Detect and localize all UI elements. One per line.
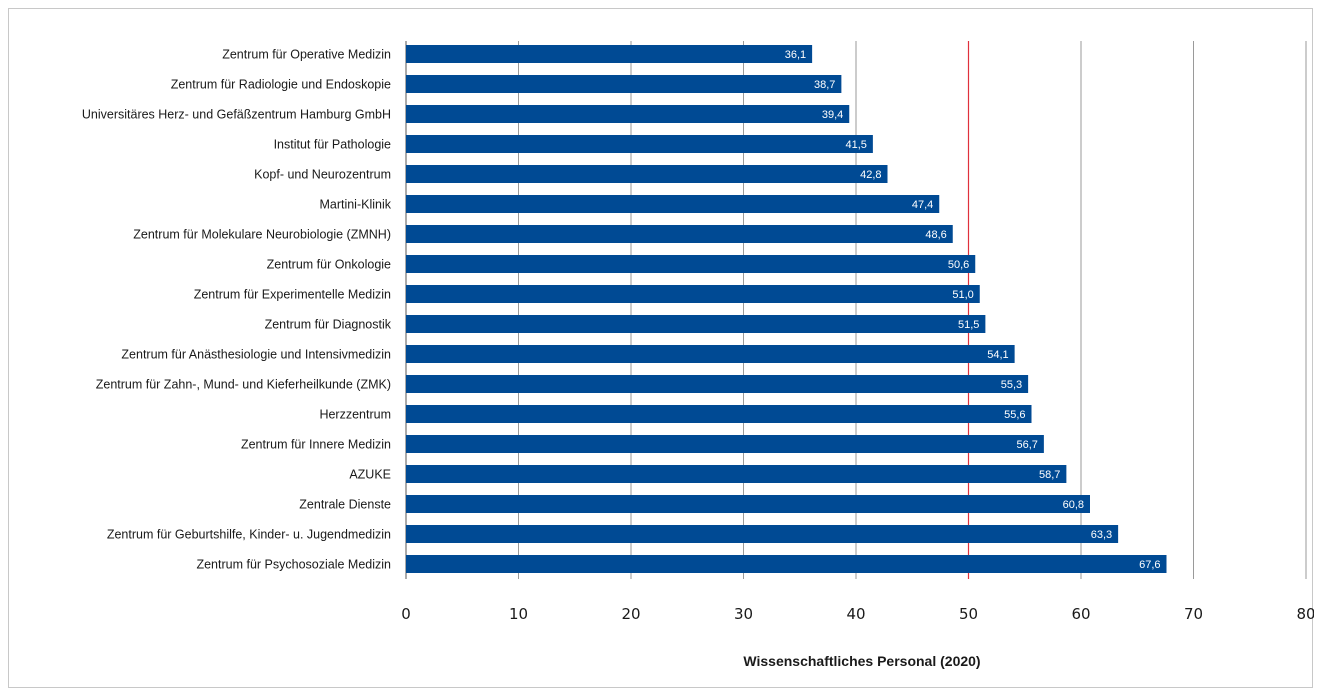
bars [406, 45, 1167, 573]
category-label: Zentrum für Radiologie und Endoskopie [171, 78, 391, 92]
value-label: 39,4 [822, 109, 843, 121]
category-label: Zentrum für Molekulare Neurobiologie (ZM… [133, 228, 391, 242]
category-label: Zentrum für Diagnostik [265, 318, 392, 332]
bar [406, 405, 1032, 423]
value-label: 67,6 [1139, 559, 1160, 571]
value-label: 42,8 [860, 169, 881, 181]
value-label: 47,4 [912, 199, 933, 211]
value-labels: 36,1 38,7 39,4 41,5 42,8 47,4 48,6 50,6 51,0 51,5… [785, 49, 1161, 571]
category-label: Institut für Pathologie [274, 138, 391, 152]
bar [406, 525, 1119, 543]
category-label: Kopf- und Neurozentrum [254, 168, 391, 182]
bar [406, 105, 850, 123]
category-label: Zentrum für Geburtshilfe, Kinder- u. Jug… [107, 528, 391, 542]
value-label: 50,6 [948, 259, 969, 271]
bar [406, 375, 1029, 393]
x-tick-label: 60 [1071, 605, 1090, 623]
bar [406, 225, 953, 243]
category-label: Zentrum für Psychosoziale Medizin [196, 558, 391, 572]
bar [406, 345, 1015, 363]
bar [406, 195, 940, 213]
category-label: Zentrum für Innere Medizin [241, 438, 391, 452]
category-label: Zentrum für Experimentelle Medizin [194, 288, 391, 302]
category-label: AZUKE [349, 468, 391, 482]
value-label: 55,3 [1001, 379, 1022, 391]
category-label: Zentrum für Operative Medizin [222, 48, 391, 62]
bar [406, 75, 842, 93]
x-tick-labels: 0 10 20 30 40 50 60 70 80 [401, 605, 1314, 623]
x-tick-label: 20 [621, 605, 640, 623]
category-label: Martini-Klinik [319, 198, 391, 212]
bar-chart: 36,1 38,7 39,4 41,5 42,8 47,4 48,6 50,6 51,0 51,5… [82, 41, 1314, 669]
bar [406, 495, 1090, 513]
x-tick-label: 70 [1184, 605, 1203, 623]
bar [406, 135, 873, 153]
value-label: 63,3 [1091, 529, 1112, 541]
value-label: 55,6 [1004, 409, 1025, 421]
value-label: 36,1 [785, 49, 806, 61]
category-labels: Zentrum für Operative Medizin Zentrum für… [82, 48, 392, 572]
bar [406, 315, 986, 333]
x-tick-label: 40 [846, 605, 865, 623]
value-label: 51,5 [958, 319, 979, 331]
value-label: 54,1 [987, 349, 1008, 361]
category-label: Zentrum für Anästhesiologie und Intensiv… [121, 348, 391, 362]
x-tick-label: 0 [401, 605, 411, 623]
value-label: 41,5 [845, 139, 866, 151]
x-tick-label: 30 [734, 605, 753, 623]
category-label: Herzzentrum [319, 408, 391, 422]
chart-frame: 36,1 38,7 39,4 41,5 42,8 47,4 48,6 50,6 51,0 51,5… [8, 8, 1314, 688]
x-tick-label: 80 [1296, 605, 1314, 623]
x-axis-title: Wissenschaftliches Personal (2020) [743, 653, 980, 669]
category-label: Universitäres Herz- und Gefäßzentrum Ham… [82, 108, 391, 122]
value-label: 38,7 [814, 79, 835, 91]
bar [406, 465, 1067, 483]
value-label: 60,8 [1063, 499, 1084, 511]
bar [406, 435, 1044, 453]
category-label: Zentrum für Onkologie [267, 258, 391, 272]
category-label: Zentrum für Zahn-, Mund- und Kieferheilk… [96, 378, 391, 392]
value-label: 51,0 [952, 289, 973, 301]
category-label: Zentrale Dienste [299, 498, 391, 512]
bar [406, 555, 1167, 573]
value-label: 58,7 [1039, 469, 1060, 481]
bar [406, 45, 813, 63]
x-tick-label: 10 [509, 605, 528, 623]
bar [406, 255, 976, 273]
x-tick-label: 50 [959, 605, 978, 623]
bar [406, 285, 980, 303]
bar [406, 165, 888, 183]
value-label: 56,7 [1016, 439, 1037, 451]
value-label: 48,6 [925, 229, 946, 241]
